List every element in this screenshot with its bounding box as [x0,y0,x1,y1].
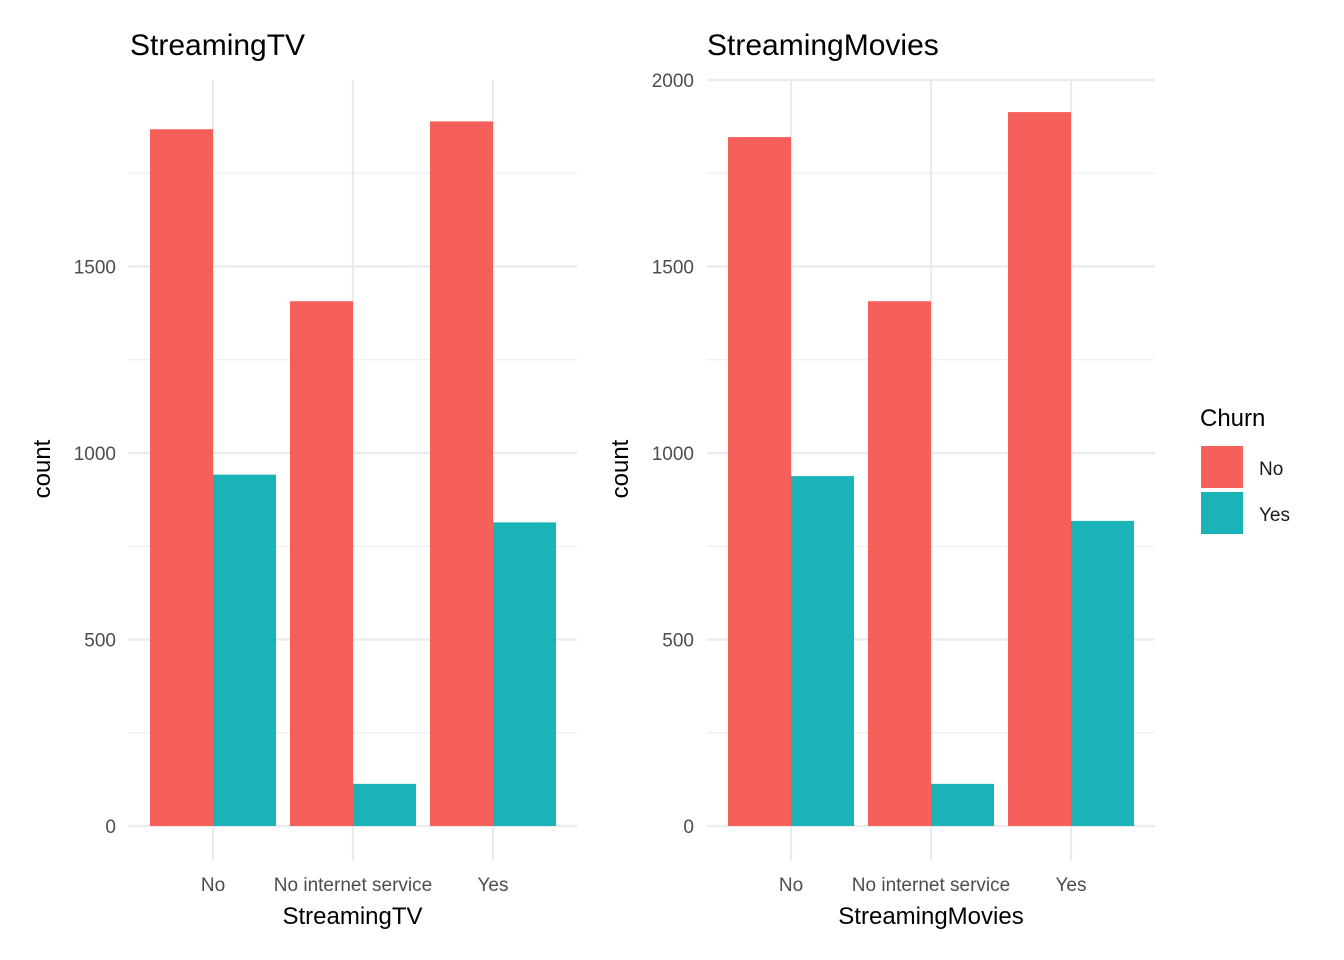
chart-title: StreamingTV [130,29,305,62]
bar-yes-churn-yes [1071,520,1134,826]
bar-no-internet-service-churn-yes [931,783,994,826]
x-tick-label: No [201,875,225,896]
y-tick-label: 1000 [652,444,694,465]
y-tick-label: 0 [683,817,694,838]
legend: Churn No Yes [1200,405,1290,534]
bar-yes-churn-no [430,121,493,826]
x-tick-label: No internet service [852,875,1010,896]
y-tick-label: 0 [105,817,116,838]
panel-streamingmovies: 0 500 1000 1500 2000 No No internet service Yes… [607,29,1155,930]
bar-no-internet-service-churn-no [868,301,931,827]
legend-title: Churn [1200,405,1265,432]
x-tick-label: Yes [1056,875,1087,896]
panel-streamingtv: 0 500 1000 1500 No No internet service Yes Stre… [29,29,577,930]
bar-yes-churn-yes [493,522,556,826]
y-axis-title: count [607,439,634,498]
y-tick-label: 500 [662,631,694,652]
x-tick-label: No internet service [274,875,432,896]
bar-no-internet-service-churn-yes [353,783,416,826]
y-tick-label: 1500 [652,258,694,279]
legend-label-no: No [1259,459,1283,480]
x-axis-title: StreamingMovies [838,903,1023,930]
x-axis-title: StreamingTV [282,903,422,930]
bar-no-internet-service-churn-no [290,301,353,827]
bar-no-churn-yes [213,474,276,826]
y-tick-label: 1500 [74,258,116,279]
legend-label-yes: Yes [1259,505,1290,526]
legend-swatch-yes [1201,492,1243,534]
bar-no-churn-no [150,129,213,827]
bar-no-churn-yes [791,476,854,826]
y-tick-label: 500 [84,631,116,652]
x-tick-label: No [779,875,803,896]
bar-yes-churn-no [1008,112,1071,826]
chart-title: StreamingMovies [707,29,939,62]
x-tick-label: Yes [478,875,509,896]
y-tick-label: 1000 [74,444,116,465]
legend-swatch-no [1201,446,1243,488]
y-axis-title: count [29,439,56,498]
y-tick-label: 2000 [652,71,694,92]
bar-no-churn-no [728,137,791,827]
